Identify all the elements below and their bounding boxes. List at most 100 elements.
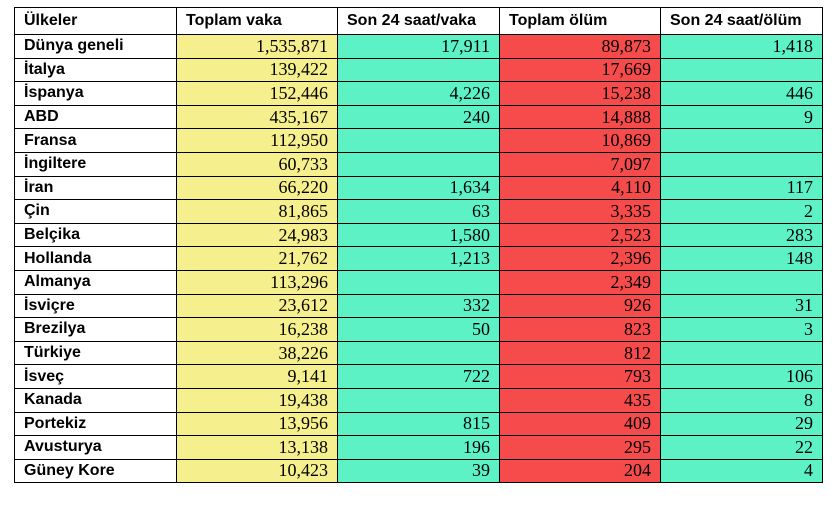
daily-cases-cell: 4,226 — [337, 81, 500, 106]
total-cases-cell: 21,762 — [176, 246, 338, 271]
total-cases-cell: 9,141 — [176, 364, 338, 389]
total-cases-cell: 435,167 — [176, 104, 338, 130]
total-deaths-cell: 812 — [499, 340, 661, 366]
country-cell: Avusturya — [14, 435, 177, 460]
country-cell: ABD — [14, 104, 177, 130]
total-deaths-cell: 435 — [499, 387, 661, 413]
header-countries: Ülkeler — [14, 7, 177, 35]
total-cases-cell: 13,956 — [176, 411, 338, 437]
table-row: İsveç 9,141 722 793 106 — [14, 364, 823, 389]
total-cases-cell: 152,446 — [176, 81, 338, 106]
total-cases-cell: 10,423 — [176, 458, 338, 484]
total-deaths-cell: 14,888 — [499, 104, 661, 130]
table-row: Belçika 24,983 1,580 2,523 283 — [14, 222, 823, 248]
daily-deaths-cell: 283 — [660, 222, 823, 248]
daily-deaths-cell: 31 — [660, 293, 823, 319]
table-row: Güney Kore 10,423 39 204 4 — [14, 458, 823, 484]
total-cases-cell: 23,612 — [176, 293, 338, 319]
daily-deaths-cell: 117 — [660, 175, 823, 201]
header-total-deaths: Toplam ölüm — [499, 7, 661, 35]
country-cell: İsviçre — [14, 293, 177, 319]
total-deaths-cell: 823 — [499, 317, 661, 342]
header-total-cases: Toplam vaka — [176, 7, 338, 35]
daily-cases-cell — [337, 151, 500, 177]
table-row: İran 66,220 1,634 4,110 117 — [14, 175, 823, 201]
daily-deaths-cell — [660, 151, 823, 177]
country-cell: Kanada — [14, 387, 177, 413]
table-row: İngiltere 60,733 7,097 — [14, 151, 823, 177]
table-row: Kanada 19,438 435 8 — [14, 387, 823, 413]
total-cases-cell: 38,226 — [176, 340, 338, 366]
covid-stats-table: Ülkeler Toplam vaka Son 24 saat/vaka Top… — [14, 7, 823, 484]
country-cell: Türkiye — [14, 340, 177, 366]
country-cell: Güney Kore — [14, 458, 177, 484]
daily-cases-cell: 815 — [337, 411, 500, 437]
daily-cases-cell: 1,213 — [337, 246, 500, 271]
total-deaths-cell: 2,523 — [499, 222, 661, 248]
total-cases-cell: 112,950 — [176, 128, 338, 153]
country-cell: Brezilya — [14, 317, 177, 342]
total-deaths-cell: 17,669 — [499, 57, 661, 83]
total-deaths-cell: 793 — [499, 364, 661, 389]
daily-deaths-cell — [660, 128, 823, 153]
total-deaths-cell: 2,349 — [499, 269, 661, 295]
country-cell: Portekiz — [14, 411, 177, 437]
daily-cases-cell — [337, 269, 500, 295]
total-cases-cell: 81,865 — [176, 199, 338, 224]
table-body: Dünya geneli 1,535,871 17,911 89,873 1,418 İt… — [14, 34, 823, 484]
table-row: Dünya geneli 1,535,871 17,911 89,873 1,418 — [14, 34, 823, 59]
total-cases-cell: 13,138 — [176, 435, 338, 460]
total-deaths-cell: 204 — [499, 458, 661, 484]
daily-deaths-cell: 29 — [660, 411, 823, 437]
total-cases-cell: 60,733 — [176, 151, 338, 177]
daily-deaths-cell — [660, 340, 823, 366]
country-cell: İngiltere — [14, 151, 177, 177]
daily-cases-cell: 240 — [337, 104, 500, 130]
table-row: ABD 435,167 240 14,888 9 — [14, 104, 823, 130]
daily-deaths-cell: 9 — [660, 104, 823, 130]
daily-cases-cell: 332 — [337, 293, 500, 319]
total-deaths-cell: 7,097 — [499, 151, 661, 177]
daily-cases-cell: 17,911 — [337, 34, 500, 59]
daily-cases-cell: 1,634 — [337, 175, 500, 201]
total-deaths-cell: 4,110 — [499, 175, 661, 201]
header-daily-cases: Son 24 saat/vaka — [337, 7, 500, 35]
daily-cases-cell: 1,580 — [337, 222, 500, 248]
table-row: Türkiye 38,226 812 — [14, 340, 823, 366]
country-cell: Çin — [14, 199, 177, 224]
daily-deaths-cell: 1,418 — [660, 34, 823, 59]
daily-cases-cell: 196 — [337, 435, 500, 460]
total-deaths-cell: 926 — [499, 293, 661, 319]
total-deaths-cell: 10,869 — [499, 128, 661, 153]
total-cases-cell: 113,296 — [176, 269, 338, 295]
daily-cases-cell: 39 — [337, 458, 500, 484]
table-row: İtalya 139,422 17,669 — [14, 57, 823, 83]
daily-cases-cell — [337, 128, 500, 153]
daily-deaths-cell — [660, 269, 823, 295]
total-deaths-cell: 3,335 — [499, 199, 661, 224]
table-row: Hollanda 21,762 1,213 2,396 148 — [14, 246, 823, 271]
header-daily-deaths: Son 24 saat/ölüm — [660, 7, 823, 35]
country-cell: Dünya geneli — [14, 34, 177, 59]
daily-cases-cell — [337, 340, 500, 366]
daily-cases-cell: 63 — [337, 199, 500, 224]
total-cases-cell: 1,535,871 — [176, 34, 338, 59]
country-cell: Belçika — [14, 222, 177, 248]
total-cases-cell: 16,238 — [176, 317, 338, 342]
daily-deaths-cell: 106 — [660, 364, 823, 389]
country-cell: Fransa — [14, 128, 177, 153]
daily-cases-cell: 50 — [337, 317, 500, 342]
table-row: Avusturya 13,138 196 295 22 — [14, 435, 823, 460]
table-row: Fransa 112,950 10,869 — [14, 128, 823, 153]
country-cell: İran — [14, 175, 177, 201]
daily-cases-cell — [337, 57, 500, 83]
country-cell: İspanya — [14, 81, 177, 106]
total-cases-cell: 24,983 — [176, 222, 338, 248]
table-row: Çin 81,865 63 3,335 2 — [14, 199, 823, 224]
daily-cases-cell: 722 — [337, 364, 500, 389]
daily-deaths-cell: 2 — [660, 199, 823, 224]
daily-deaths-cell: 3 — [660, 317, 823, 342]
country-cell: Hollanda — [14, 246, 177, 271]
header-row: Ülkeler Toplam vaka Son 24 saat/vaka Top… — [14, 7, 823, 35]
total-deaths-cell: 2,396 — [499, 246, 661, 271]
